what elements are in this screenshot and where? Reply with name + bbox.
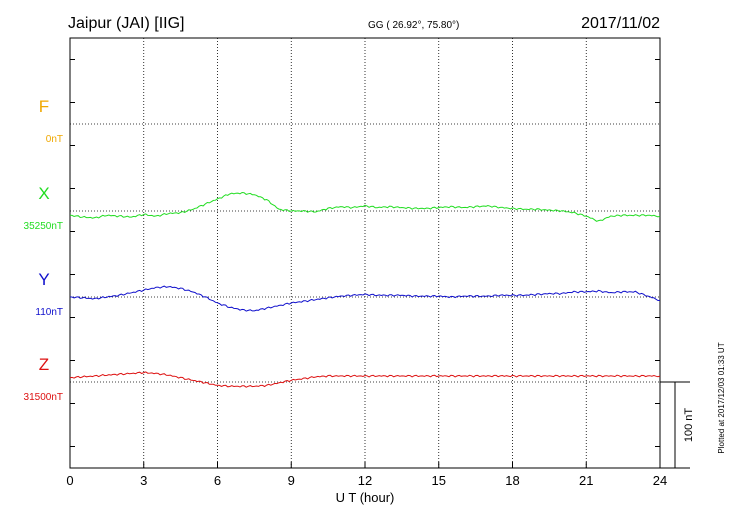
series-baseline-label: 0nT [46,134,63,145]
series-name-label: X [38,184,49,203]
x-tick-label: 24 [653,473,667,488]
scale-bar: 100 nT [660,381,695,469]
series-name-label: Y [38,270,49,289]
series-line-z [69,371,661,388]
series-lines [69,191,661,388]
series-baseline-label: 110nT [35,307,63,318]
x-tick-label: 9 [288,473,295,488]
plot-date: 2017/11/02 [581,15,660,32]
x-tick-label: 21 [579,473,593,488]
x-tick-label: 0 [66,473,73,488]
x-axis: 0 3 6 9 12 15 18 21 24 [66,462,667,488]
x-tick-label: 12 [358,473,372,488]
x-tick-label: 18 [505,473,519,488]
series-line-x [69,191,661,222]
plotted-timestamp: Plotted at 2017/12/03 01:33 UT [717,342,726,453]
series-baseline-label: 31500nT [24,392,63,403]
x-tick-label: 15 [432,473,446,488]
x-tick-label: 6 [214,473,221,488]
x-axis-title: U T (hour) [336,490,395,505]
plot-area [69,37,661,469]
station-title: Jaipur (JAI) [IIG] [68,15,184,32]
scale-bar-label: 100 nT [683,408,695,443]
x-tick-label: 3 [140,473,147,488]
station-coords: GG ( 26.92°, 75.80°) [368,20,459,31]
series-name-label: Z [39,355,49,374]
series-name-label: F [39,97,49,116]
series-baseline-label: 35250nT [24,221,63,232]
grid-lines [70,38,660,468]
series-line-y [70,285,661,312]
series-labels: F 0nT X 35250nT Y 110nT Z 31500nT [24,97,63,403]
